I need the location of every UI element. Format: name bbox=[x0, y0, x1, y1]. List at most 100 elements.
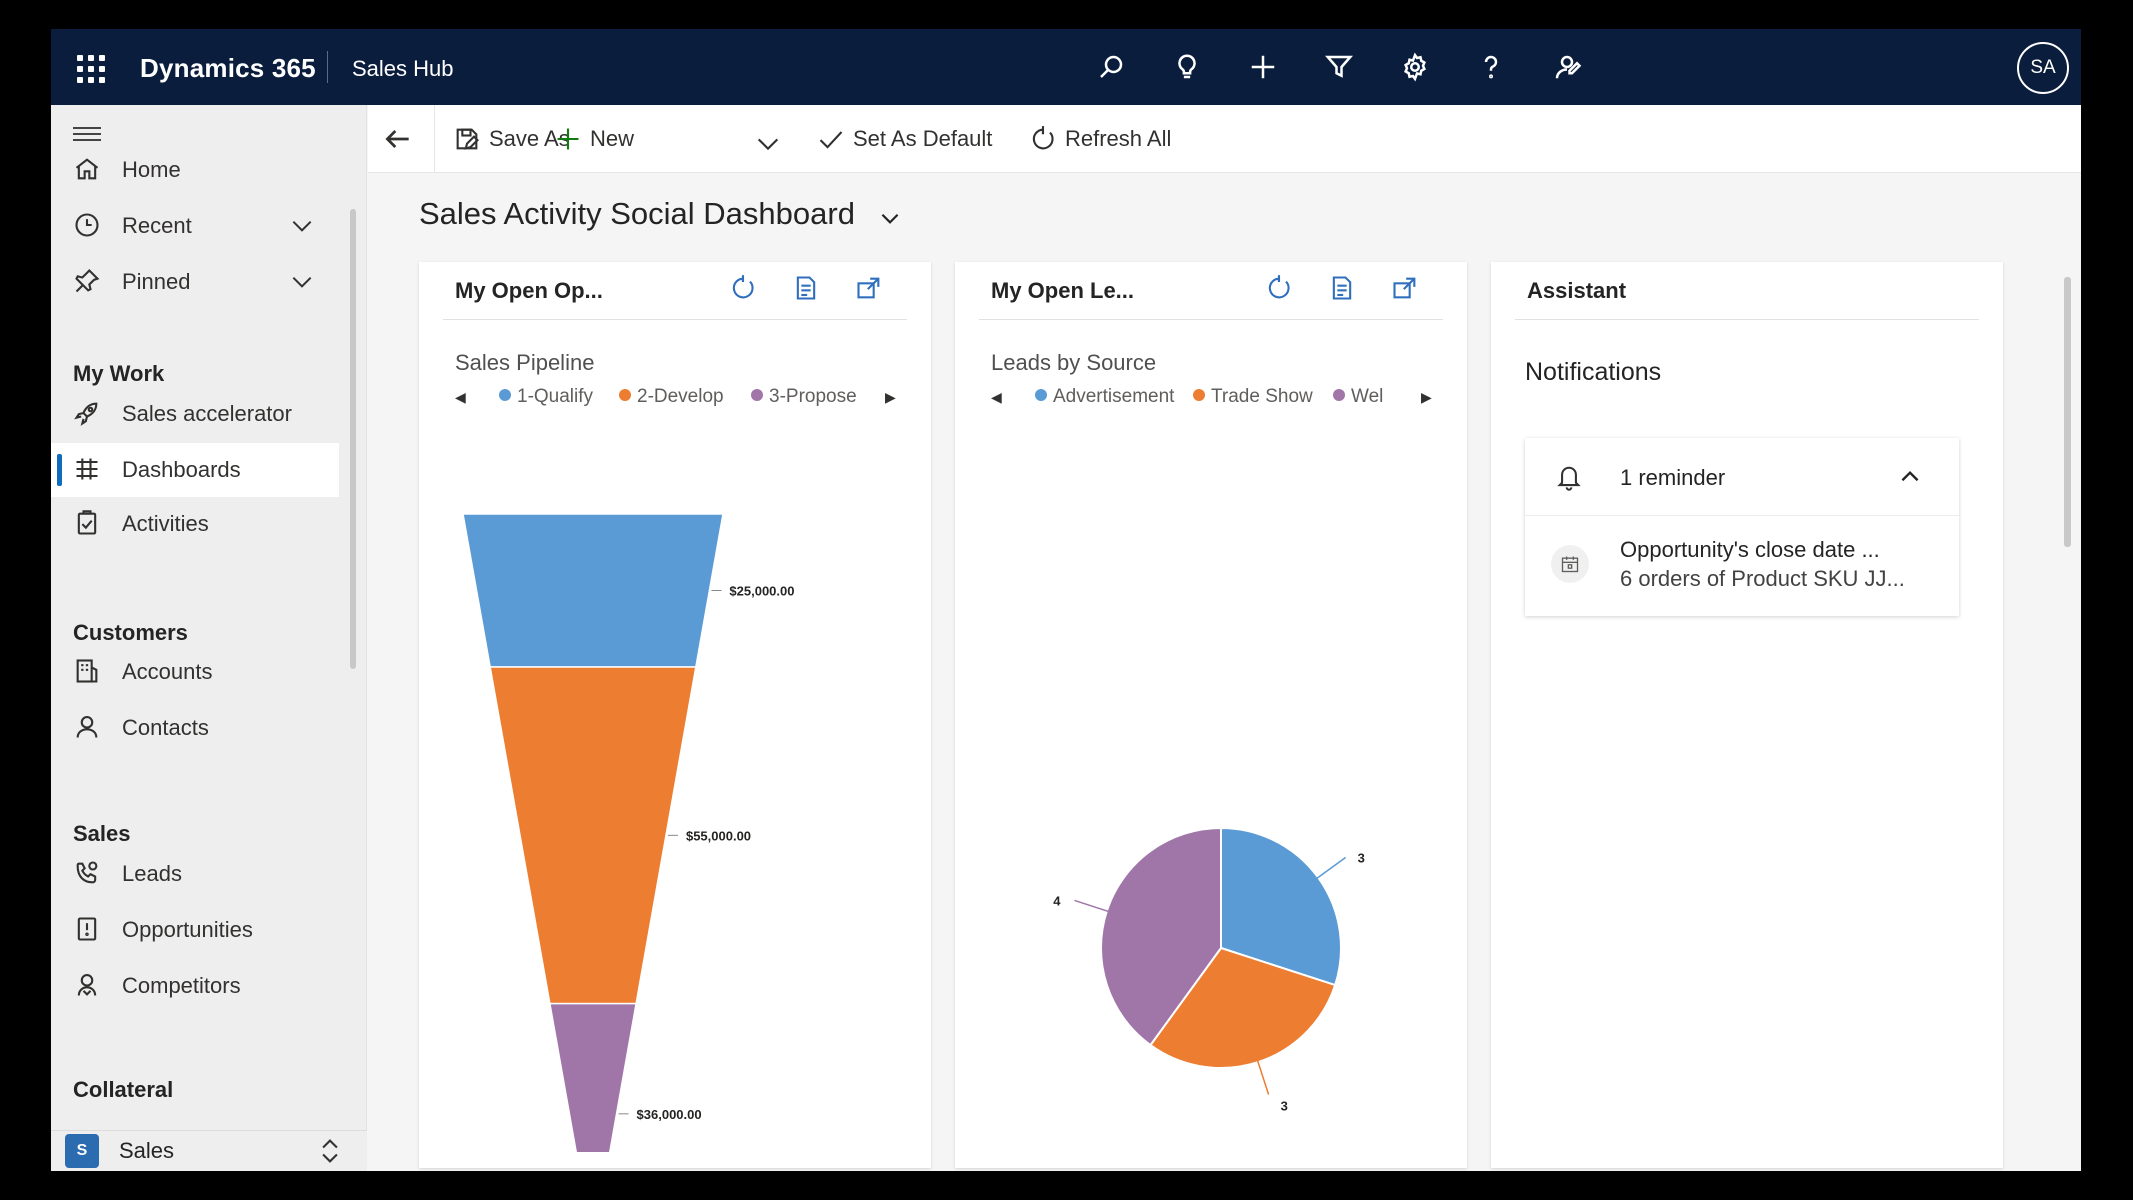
rocket-icon bbox=[73, 399, 103, 429]
filter-icon[interactable] bbox=[1321, 49, 1357, 85]
checkmark-icon bbox=[819, 131, 843, 149]
area-name: Sales bbox=[119, 1138, 175, 1163]
reminder-header[interactable]: 1 reminder bbox=[1525, 438, 1959, 516]
help-icon[interactable] bbox=[1473, 49, 1509, 85]
data-label: $55,000.00 bbox=[686, 828, 751, 843]
group-heading-customers: Customers bbox=[73, 620, 188, 645]
expand-icon[interactable] bbox=[855, 274, 885, 304]
legend-entry[interactable]: Advertisement bbox=[1035, 386, 1174, 408]
sidebar-item-competitors[interactable]: Competitors bbox=[51, 959, 339, 1013]
hamburger-menu-icon[interactable] bbox=[73, 123, 101, 145]
data-label: $36,000.00 bbox=[637, 1107, 702, 1122]
user-avatar[interactable]: SA bbox=[2017, 42, 2069, 94]
refresh-all-button[interactable]: Refresh All bbox=[1029, 121, 1171, 157]
dashboard-icon bbox=[73, 455, 103, 485]
view-records-icon[interactable] bbox=[1328, 274, 1358, 304]
new-button[interactable]: New bbox=[554, 121, 634, 157]
area-badge: S bbox=[65, 1134, 99, 1168]
main-scrollbar[interactable] bbox=[2064, 277, 2071, 547]
pie-chart: 3 3 4 bbox=[1053, 826, 1365, 1113]
legend-entry[interactable]: 3-Propose bbox=[751, 386, 857, 408]
data-label: 3 bbox=[1358, 850, 1365, 865]
plus-icon bbox=[557, 128, 579, 150]
legend-prev-icon[interactable]: ◀ bbox=[991, 389, 1002, 405]
building-icon bbox=[73, 657, 103, 687]
data-label: $25,000.00 bbox=[729, 584, 794, 599]
data-label-leader bbox=[1316, 856, 1347, 880]
legend-entry[interactable]: Wel bbox=[1333, 386, 1393, 408]
sidebar-item-label: Accounts bbox=[122, 659, 213, 684]
sidebar-item-label: Dashboards bbox=[122, 457, 241, 482]
clock-icon bbox=[73, 211, 103, 241]
sidebar-item-pinned[interactable]: Pinned bbox=[51, 255, 339, 309]
reminder-count: 1 reminder bbox=[1620, 465, 1726, 490]
sidebar-item-home[interactable]: Home bbox=[51, 143, 339, 197]
legend-next-icon[interactable]: ▶ bbox=[1421, 389, 1432, 405]
command-bar: Save As New Set As Default Refresh All bbox=[368, 105, 2081, 173]
pin-icon bbox=[73, 267, 103, 297]
expand-icon[interactable] bbox=[1391, 274, 1421, 304]
refresh-icon[interactable] bbox=[729, 274, 759, 304]
sidebar-item-recent[interactable]: Recent bbox=[51, 199, 339, 253]
card-title: Assistant bbox=[1527, 278, 1627, 303]
feedback-icon[interactable] bbox=[1549, 49, 1585, 85]
area-switcher[interactable]: S Sales bbox=[51, 1130, 367, 1171]
page-title[interactable]: Sales Activity Social Dashboard bbox=[419, 196, 855, 231]
gear-icon[interactable] bbox=[1397, 49, 1433, 85]
opportunity-icon bbox=[73, 915, 103, 945]
funnel-segment[interactable] bbox=[462, 513, 724, 668]
phone-person-icon bbox=[73, 859, 103, 889]
save-as-button[interactable]: Save As bbox=[453, 121, 570, 157]
opportunities-chart-card: My Open Op... Sales Pipeline ◀ 1-Qualify… bbox=[419, 262, 931, 1168]
app-launcher-icon[interactable] bbox=[73, 51, 105, 83]
sidebar-item-accounts[interactable]: Accounts bbox=[51, 645, 339, 699]
chevron-down-icon[interactable] bbox=[289, 213, 315, 239]
sidebar-item-sales-accelerator[interactable]: Sales accelerator bbox=[51, 387, 339, 441]
plus-icon[interactable] bbox=[1245, 49, 1281, 85]
sitemap-sidebar: Home Recent Pinned My Work Sales acceler… bbox=[51, 105, 367, 1171]
sidebar-item-activities[interactable]: Activities bbox=[51, 497, 339, 551]
refresh-icon bbox=[1032, 126, 1054, 150]
app-name[interactable]: Sales Hub bbox=[352, 56, 454, 81]
sidebar-item-contacts[interactable]: Contacts bbox=[51, 701, 339, 755]
refresh-icon[interactable] bbox=[1265, 274, 1295, 304]
sidebar-item-label: Contacts bbox=[122, 715, 209, 740]
legend-entry[interactable]: 1-Qualify bbox=[499, 386, 593, 408]
search-icon[interactable] bbox=[1093, 49, 1129, 85]
sidebar-item-label: Activities bbox=[122, 511, 209, 536]
back-arrow-icon[interactable] bbox=[382, 123, 414, 155]
card-header: My Open Le... bbox=[979, 262, 1443, 320]
funnel-segment[interactable] bbox=[489, 666, 697, 1005]
legend-entry[interactable]: Trade Show bbox=[1193, 386, 1313, 408]
sidebar-item-dashboards[interactable]: Dashboards bbox=[51, 443, 339, 497]
new-dropdown-button[interactable] bbox=[754, 126, 790, 162]
card-title[interactable]: My Open Le... bbox=[991, 278, 1135, 303]
product-name[interactable]: Dynamics 365 bbox=[140, 53, 316, 83]
dashboard-selector-chevron-icon[interactable] bbox=[877, 205, 903, 231]
set-as-default-button[interactable]: Set As Default bbox=[817, 121, 992, 157]
card-header: Assistant bbox=[1515, 262, 1979, 320]
view-records-icon[interactable] bbox=[792, 274, 822, 304]
set-as-default-label: Set As Default bbox=[853, 126, 993, 151]
legend-next-icon[interactable]: ▶ bbox=[885, 389, 896, 405]
sidebar-item-opportunities[interactable]: Opportunities bbox=[51, 903, 339, 957]
legend-prev-icon[interactable]: ◀ bbox=[455, 389, 466, 405]
funnel-segment[interactable] bbox=[549, 1002, 637, 1152]
group-heading-sales: Sales bbox=[73, 821, 131, 846]
card-title[interactable]: My Open Op... bbox=[455, 278, 603, 303]
person-icon bbox=[73, 713, 103, 743]
sidebar-item-leads[interactable]: Leads bbox=[51, 847, 339, 901]
chevron-up-down-icon[interactable] bbox=[316, 1136, 344, 1166]
bell-icon bbox=[1555, 462, 1583, 492]
sidebar-item-label: Competitors bbox=[122, 973, 241, 998]
notification-title[interactable]: Opportunity's close date ... bbox=[1620, 537, 1880, 562]
chevron-up-icon[interactable] bbox=[1897, 464, 1923, 490]
legend-entry[interactable]: 2-Develop bbox=[619, 386, 724, 408]
sidebar-scrollbar[interactable] bbox=[350, 209, 356, 669]
notification-detail: 6 orders of Product SKU JJ... bbox=[1620, 566, 1905, 591]
chart-legend: ◀ Advertisement Trade Show Wel ▶ bbox=[991, 386, 1441, 412]
sidebar-item-label: Leads bbox=[122, 861, 182, 886]
lightbulb-icon[interactable] bbox=[1169, 49, 1205, 85]
chevron-down-icon[interactable] bbox=[289, 269, 315, 295]
group-heading-collateral: Collateral bbox=[73, 1077, 174, 1102]
